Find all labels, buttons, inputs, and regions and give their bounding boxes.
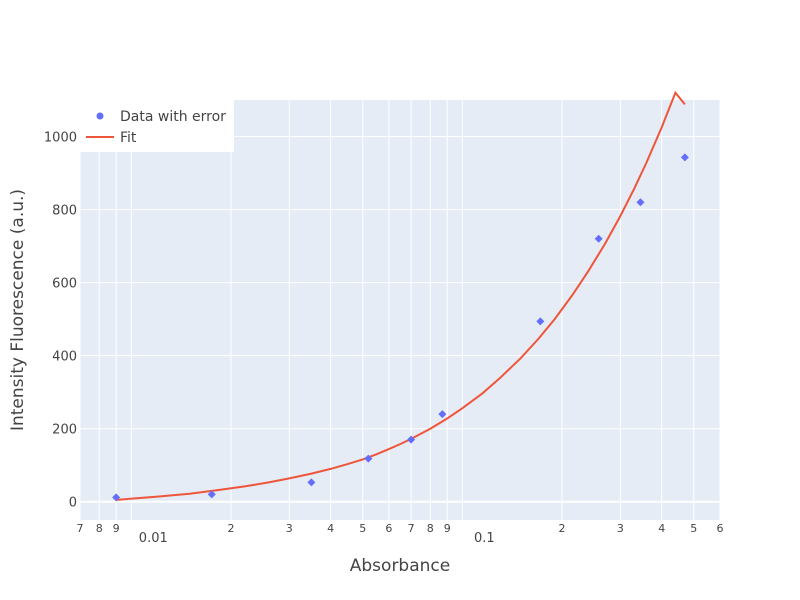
- plot-background: [80, 100, 720, 520]
- x-major-tick-label: 0.1: [474, 531, 495, 546]
- y-axis-title: Intensity Fluorescence (a.u.): [8, 189, 28, 431]
- x-minor-tick-label: 7: [408, 522, 415, 535]
- x-axis-ticks: 7 8 9 2 3 4 5 6 7 8 9 2 3 4 5 60.01 0.1: [77, 522, 724, 546]
- x-minor-tick-label: 4: [327, 522, 334, 535]
- x-minor-tick-label: 6: [385, 522, 392, 535]
- data-point: [636, 198, 645, 207]
- x-minor-tick-label: 9: [444, 522, 451, 535]
- data-point: [112, 493, 121, 502]
- x-axis-title: Absorbance: [350, 556, 450, 576]
- legend: Data with error Fit: [80, 100, 234, 152]
- x-minor-tick-label: 2: [559, 522, 566, 535]
- x-major-tick-label: 0.01: [139, 531, 168, 546]
- x-minor-tick-label: 9: [113, 522, 120, 535]
- y-tick-label: 0: [69, 496, 77, 511]
- x-minor-tick-label: 3: [286, 522, 293, 535]
- grid: [79, 100, 721, 520]
- series: [112, 90, 689, 502]
- x-minor-tick-label: 5: [690, 522, 697, 535]
- y-tick-label: 400: [52, 350, 77, 365]
- legend-label-data[interactable]: Data with error: [120, 109, 226, 125]
- x-minor-tick-label: 8: [96, 522, 103, 535]
- data-point: [536, 317, 545, 326]
- x-minor-tick-label: 6: [717, 522, 724, 535]
- x-minor-tick-label: 5: [359, 522, 366, 535]
- data-point: [364, 454, 373, 463]
- y-tick-label: 800: [52, 204, 77, 219]
- y-tick-label: 600: [52, 277, 77, 292]
- data-point: [407, 435, 416, 444]
- data-point: [307, 478, 316, 487]
- x-minor-tick-label: 3: [617, 522, 624, 535]
- x-minor-tick-label: 2: [227, 522, 234, 535]
- x-minor-tick-label: 8: [427, 522, 434, 535]
- legend-label-fit[interactable]: Fit: [120, 130, 137, 146]
- legend-marker-icon[interactable]: [96, 112, 104, 120]
- x-minor-tick-label: 4: [658, 522, 665, 535]
- legend-background: [80, 100, 234, 152]
- data-point: [438, 410, 447, 419]
- data-point: [594, 234, 603, 243]
- data-point: [680, 153, 689, 162]
- y-tick-label: 1000: [44, 131, 77, 146]
- y-axis-ticks: 0 200 400 600 800 1000: [44, 131, 77, 511]
- y-tick-label: 200: [52, 423, 77, 438]
- data-point: [207, 490, 216, 499]
- x-minor-tick-label: 7: [77, 522, 84, 535]
- fit-line: [116, 90, 686, 501]
